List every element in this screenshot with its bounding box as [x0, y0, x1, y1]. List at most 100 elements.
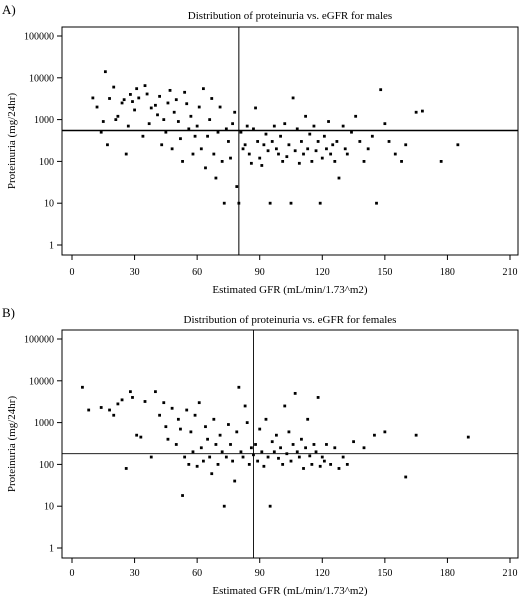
- panel-b-data-point: [231, 459, 234, 463]
- panel-a-data-point: [291, 96, 295, 100]
- panel-a-x-tick-label: 180: [440, 267, 455, 278]
- panel-a-data-point: [325, 147, 328, 151]
- panel-a-data-point: [354, 114, 358, 118]
- panel-a-data-point: [256, 140, 260, 143]
- panel-b-data-point: [176, 417, 180, 421]
- panel-b-data-point: [124, 467, 128, 470]
- panel-a-data-point: [137, 96, 141, 100]
- panel-b-plot-frame: [61, 329, 519, 559]
- panel-b-data-point: [333, 446, 337, 450]
- panel-a-data-point: [233, 110, 237, 114]
- panel-b-data-point: [300, 437, 303, 441]
- panel-a-data-point: [101, 120, 105, 123]
- panel-a-data-point: [341, 124, 345, 128]
- panel-a-data-point: [300, 140, 303, 143]
- panel-a-data-point: [245, 124, 249, 128]
- panel-b-x-tick-label: 120: [315, 568, 330, 579]
- panel-a-y-axis-label: Proteinuria (mg/24hr): [6, 93, 18, 190]
- panel-b-data-point: [229, 443, 232, 446]
- panel-a-data-point: [310, 160, 314, 163]
- panel-a-data-point: [362, 160, 366, 163]
- panel-a-data-point: [370, 134, 374, 138]
- panel-b-data-point: [245, 421, 249, 424]
- panel-a-data-point: [231, 122, 234, 126]
- panel-a-y-tick-label: 10000: [29, 73, 54, 84]
- panel-a-data-point: [254, 106, 257, 110]
- panel-b-data-point: [204, 425, 207, 429]
- panel-a-data-point: [249, 161, 253, 165]
- panel-a-data-point: [329, 152, 333, 156]
- panel-b-y-tick-label: 10: [44, 502, 54, 513]
- panel-b-data-point: [304, 446, 307, 450]
- panel-b-data-point: [275, 433, 278, 437]
- panel-a-data-point: [99, 130, 103, 134]
- panel-b-data-point: [373, 433, 376, 437]
- panel-a-data-point: [168, 88, 172, 92]
- panel-a-data-point: [312, 124, 316, 128]
- panel-b-data-point: [256, 459, 260, 463]
- panel-b-label: B): [2, 305, 15, 320]
- panel-b-data-point: [99, 406, 103, 409]
- panel-b-data-point: [162, 401, 166, 405]
- panel-a-data-point: [181, 160, 184, 163]
- panel-a-data-point: [154, 103, 157, 107]
- panel-b-data-point: [143, 400, 147, 403]
- panel-b-data-point: [383, 430, 387, 434]
- panel-a-data-point: [320, 156, 324, 160]
- panel-a-data-point: [174, 98, 178, 102]
- panel-a-data-point: [131, 100, 134, 103]
- panel-a-data-point: [456, 143, 460, 147]
- panel-b-data-point: [187, 463, 191, 466]
- panel-a-data-point: [91, 96, 95, 100]
- panel-b-data-point: [135, 433, 139, 437]
- panel-b-data-point: [237, 385, 241, 389]
- panel-a-data-point: [318, 201, 322, 205]
- panel-a-data-point: [241, 147, 245, 151]
- panel-a-data-point: [191, 152, 195, 156]
- panel-a-data-point: [199, 147, 203, 151]
- panel-a-data-point: [343, 147, 347, 151]
- panel-b-data-point: [120, 398, 124, 402]
- panel-a-data-point: [306, 147, 310, 151]
- panel-b-data-point: [87, 408, 91, 412]
- panel-a-y-tick-label: 1000: [34, 115, 54, 126]
- panel-b-x-tick-label: 30: [130, 568, 140, 579]
- panel-a-y-tick-label: 100: [39, 157, 54, 168]
- panel-b-data-point: [291, 443, 295, 446]
- panel-b-data-point: [316, 396, 320, 399]
- panel-a-data-point: [145, 92, 149, 96]
- panel-b-data-point: [268, 504, 272, 508]
- panel-b-data-point: [281, 463, 285, 466]
- panel-a-data-point: [264, 132, 268, 136]
- panel-b-data-point: [129, 390, 132, 394]
- panel-a-y-tick-label: 1: [49, 241, 54, 252]
- panel-b-data-point: [312, 443, 316, 446]
- panel-a-data-point: [227, 140, 230, 143]
- panel-a-data-point: [129, 93, 132, 96]
- panel-a-data-point: [337, 176, 341, 180]
- panel-b-data-point: [266, 455, 270, 459]
- panel-b-data-point: [249, 446, 253, 450]
- panel-a-data-point: [281, 160, 285, 163]
- panel-b-data-point: [218, 433, 222, 437]
- panel-b-data-point: [227, 423, 230, 426]
- panel-b-data-point: [297, 455, 301, 459]
- panel-b-data-point: [224, 455, 228, 459]
- panel-b-data-point: [295, 450, 299, 454]
- panel-b-data-point: [199, 446, 203, 450]
- panel-a-data-point: [421, 109, 424, 113]
- panel-a-data-point: [375, 201, 378, 205]
- panel-a-data-point: [293, 149, 297, 153]
- panel-a-data-point: [258, 156, 262, 160]
- panel-b-x-tick-label: 210: [503, 568, 518, 579]
- panel-a-data-point: [216, 130, 220, 134]
- panel-a-y-tick-label: 100000: [24, 32, 54, 43]
- panel-b-data-point: [193, 413, 197, 417]
- panel-a-data-point: [212, 152, 216, 156]
- panel-a-data-point: [220, 160, 224, 163]
- panel-a-data-point: [260, 164, 264, 167]
- panel-a-data-point: [272, 124, 276, 128]
- panel-b-data-point: [325, 443, 328, 446]
- panel-a-data-point: [114, 118, 118, 121]
- panel-a-data-point: [335, 140, 339, 143]
